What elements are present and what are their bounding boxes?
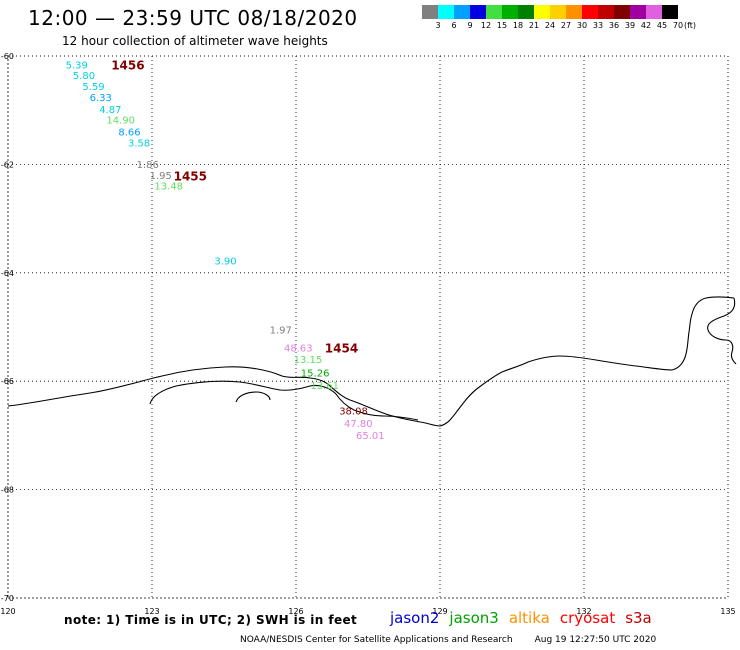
swh-value-15: 15.26 (301, 369, 330, 380)
legend-swatch-42 (630, 5, 646, 19)
legend-swatch-45 (646, 5, 662, 19)
legend-swatches (422, 5, 678, 19)
pass-time-1456: 1456 (111, 58, 144, 72)
legend-label-15: 15 (496, 21, 508, 30)
swh-value-6: 8.66 (118, 128, 140, 139)
swh-value-2: 5.59 (82, 82, 104, 93)
generated-timestamp: Aug 19 12:27:50 UTC 2020 (534, 635, 657, 645)
legend-swatch-30 (566, 5, 582, 19)
lon-tick-123: 123 (144, 607, 159, 616)
legend-swatch-12 (470, 5, 486, 19)
swh-value-3: 6.33 (90, 93, 112, 104)
legend-swatch-21 (518, 5, 534, 19)
legend-label-42: 42 (640, 21, 652, 30)
map-frame (7, 55, 729, 599)
legend-unit: (ft) (683, 21, 697, 30)
legend-swatch-18 (502, 5, 518, 19)
swh-value-11: 3.90 (214, 257, 236, 268)
lat-tick--66: -66 (1, 377, 14, 386)
lat-tick--68: -68 (1, 486, 14, 495)
color-legend: 3 6 9 12 15 18 21 24 27 30 33 36 39 42 45 70 (ft) (422, 5, 696, 31)
swh-value-0: 5.39 (66, 60, 88, 71)
pass-time-1455: 1455 (174, 169, 207, 183)
legend-label-3: 3 (435, 21, 441, 30)
legend-label-18: 18 (512, 21, 524, 30)
pass-time-1454: 1454 (325, 341, 358, 355)
wave-height-labels: 5.395.805.596.334.8714.908.663.581.861.9… (66, 58, 385, 442)
lon-tick-126: 126 (288, 607, 303, 616)
legend-label-30: 30 (576, 21, 588, 30)
swh-value-4: 4.87 (99, 105, 121, 116)
swh-value-1: 5.80 (73, 71, 95, 82)
lon-tick-120: 120 (0, 607, 15, 616)
map-subtitle: 12 hour collection of altimeter wave hei… (62, 34, 328, 48)
legend-label-36: 36 (608, 21, 620, 30)
swh-value-9: 1.95 (150, 171, 172, 182)
units-note: note: 1) Time is in UTC; 2) SWH is in fe… (64, 613, 358, 627)
lon-tick-129: 129 (432, 607, 447, 616)
swh-value-10: 13.48 (154, 182, 183, 193)
legend-label-39: 39 (624, 21, 636, 30)
antarctic-coastline (7, 296, 737, 427)
swh-value-14: 13.15 (294, 355, 323, 366)
legend-swatch-39 (614, 5, 630, 19)
credit-text: NOAA/NESDIS Center for Satellite Applica… (240, 635, 513, 645)
coastline-peninsula (149, 380, 419, 421)
satellite-jason3: jason3 (449, 609, 499, 627)
legend-label-70: 70 (672, 21, 684, 30)
lat-tick--70: -70 (1, 594, 14, 603)
legend-label-45: 45 (656, 21, 668, 30)
credit-line: NOAA/NESDIS Center for Satellite Applica… (240, 635, 656, 645)
swh-value-13: 48.63 (284, 343, 313, 354)
lon-tick-132: 132 (576, 607, 591, 616)
swh-value-5: 14.90 (106, 116, 135, 127)
lat-tick--64: -64 (1, 269, 14, 278)
coastline-east-bay (707, 297, 737, 365)
legend-label-21: 21 (528, 21, 540, 30)
legend-label-27: 27 (560, 21, 572, 30)
swh-value-8: 1.86 (137, 160, 159, 171)
legend-swatch-27 (550, 5, 566, 19)
legend-swatch-15 (486, 5, 502, 19)
legend-label-12: 12 (480, 21, 492, 30)
satellite-s3a: s3a (625, 609, 652, 627)
lat-lon-grid: 120 123 126 129 132 135 -60 -62 -64 -66 -68 -70 (0, 52, 735, 616)
legend-label-9: 9 (467, 21, 473, 30)
legend-label-33: 33 (592, 21, 604, 30)
satellite-legend: jason2 jason3 altika cryosat s3a (390, 609, 662, 627)
swh-value-17: 38.08 (339, 407, 368, 418)
lon-tick-135: 135 (720, 607, 735, 616)
swh-value-18: 47.80 (344, 419, 373, 430)
coastline-main (7, 296, 735, 427)
swh-value-19: 65.01 (356, 431, 385, 442)
legend-swatch-3 (422, 5, 438, 19)
swh-value-16: 13.61 (310, 381, 339, 392)
swh-value-7: 3.58 (128, 138, 150, 149)
legend-swatch-70 (662, 5, 678, 19)
legend-swatch-9 (454, 5, 470, 19)
satellite-cryosat: cryosat (559, 609, 616, 627)
satellite-jason2: jason2 (390, 609, 440, 627)
legend-label-24: 24 (544, 21, 556, 30)
legend-label-6: 6 (451, 21, 457, 30)
legend-swatch-33 (582, 5, 598, 19)
legend-swatch-6 (438, 5, 454, 19)
coastline-inlet (235, 391, 271, 403)
satellite-altika: altika (508, 609, 550, 627)
map-title: 12:00 — 23:59 UTC 08/18/2020 (28, 6, 358, 30)
legend-swatch-36 (598, 5, 614, 19)
lat-tick--62: -62 (1, 160, 14, 169)
legend-labels: 3 6 9 12 15 18 21 24 27 30 33 36 39 42 45 70 (ft) (422, 19, 696, 31)
legend-swatch-24 (534, 5, 550, 19)
lat-tick--60: -60 (1, 52, 14, 61)
swh-value-12: 1.97 (270, 325, 292, 336)
